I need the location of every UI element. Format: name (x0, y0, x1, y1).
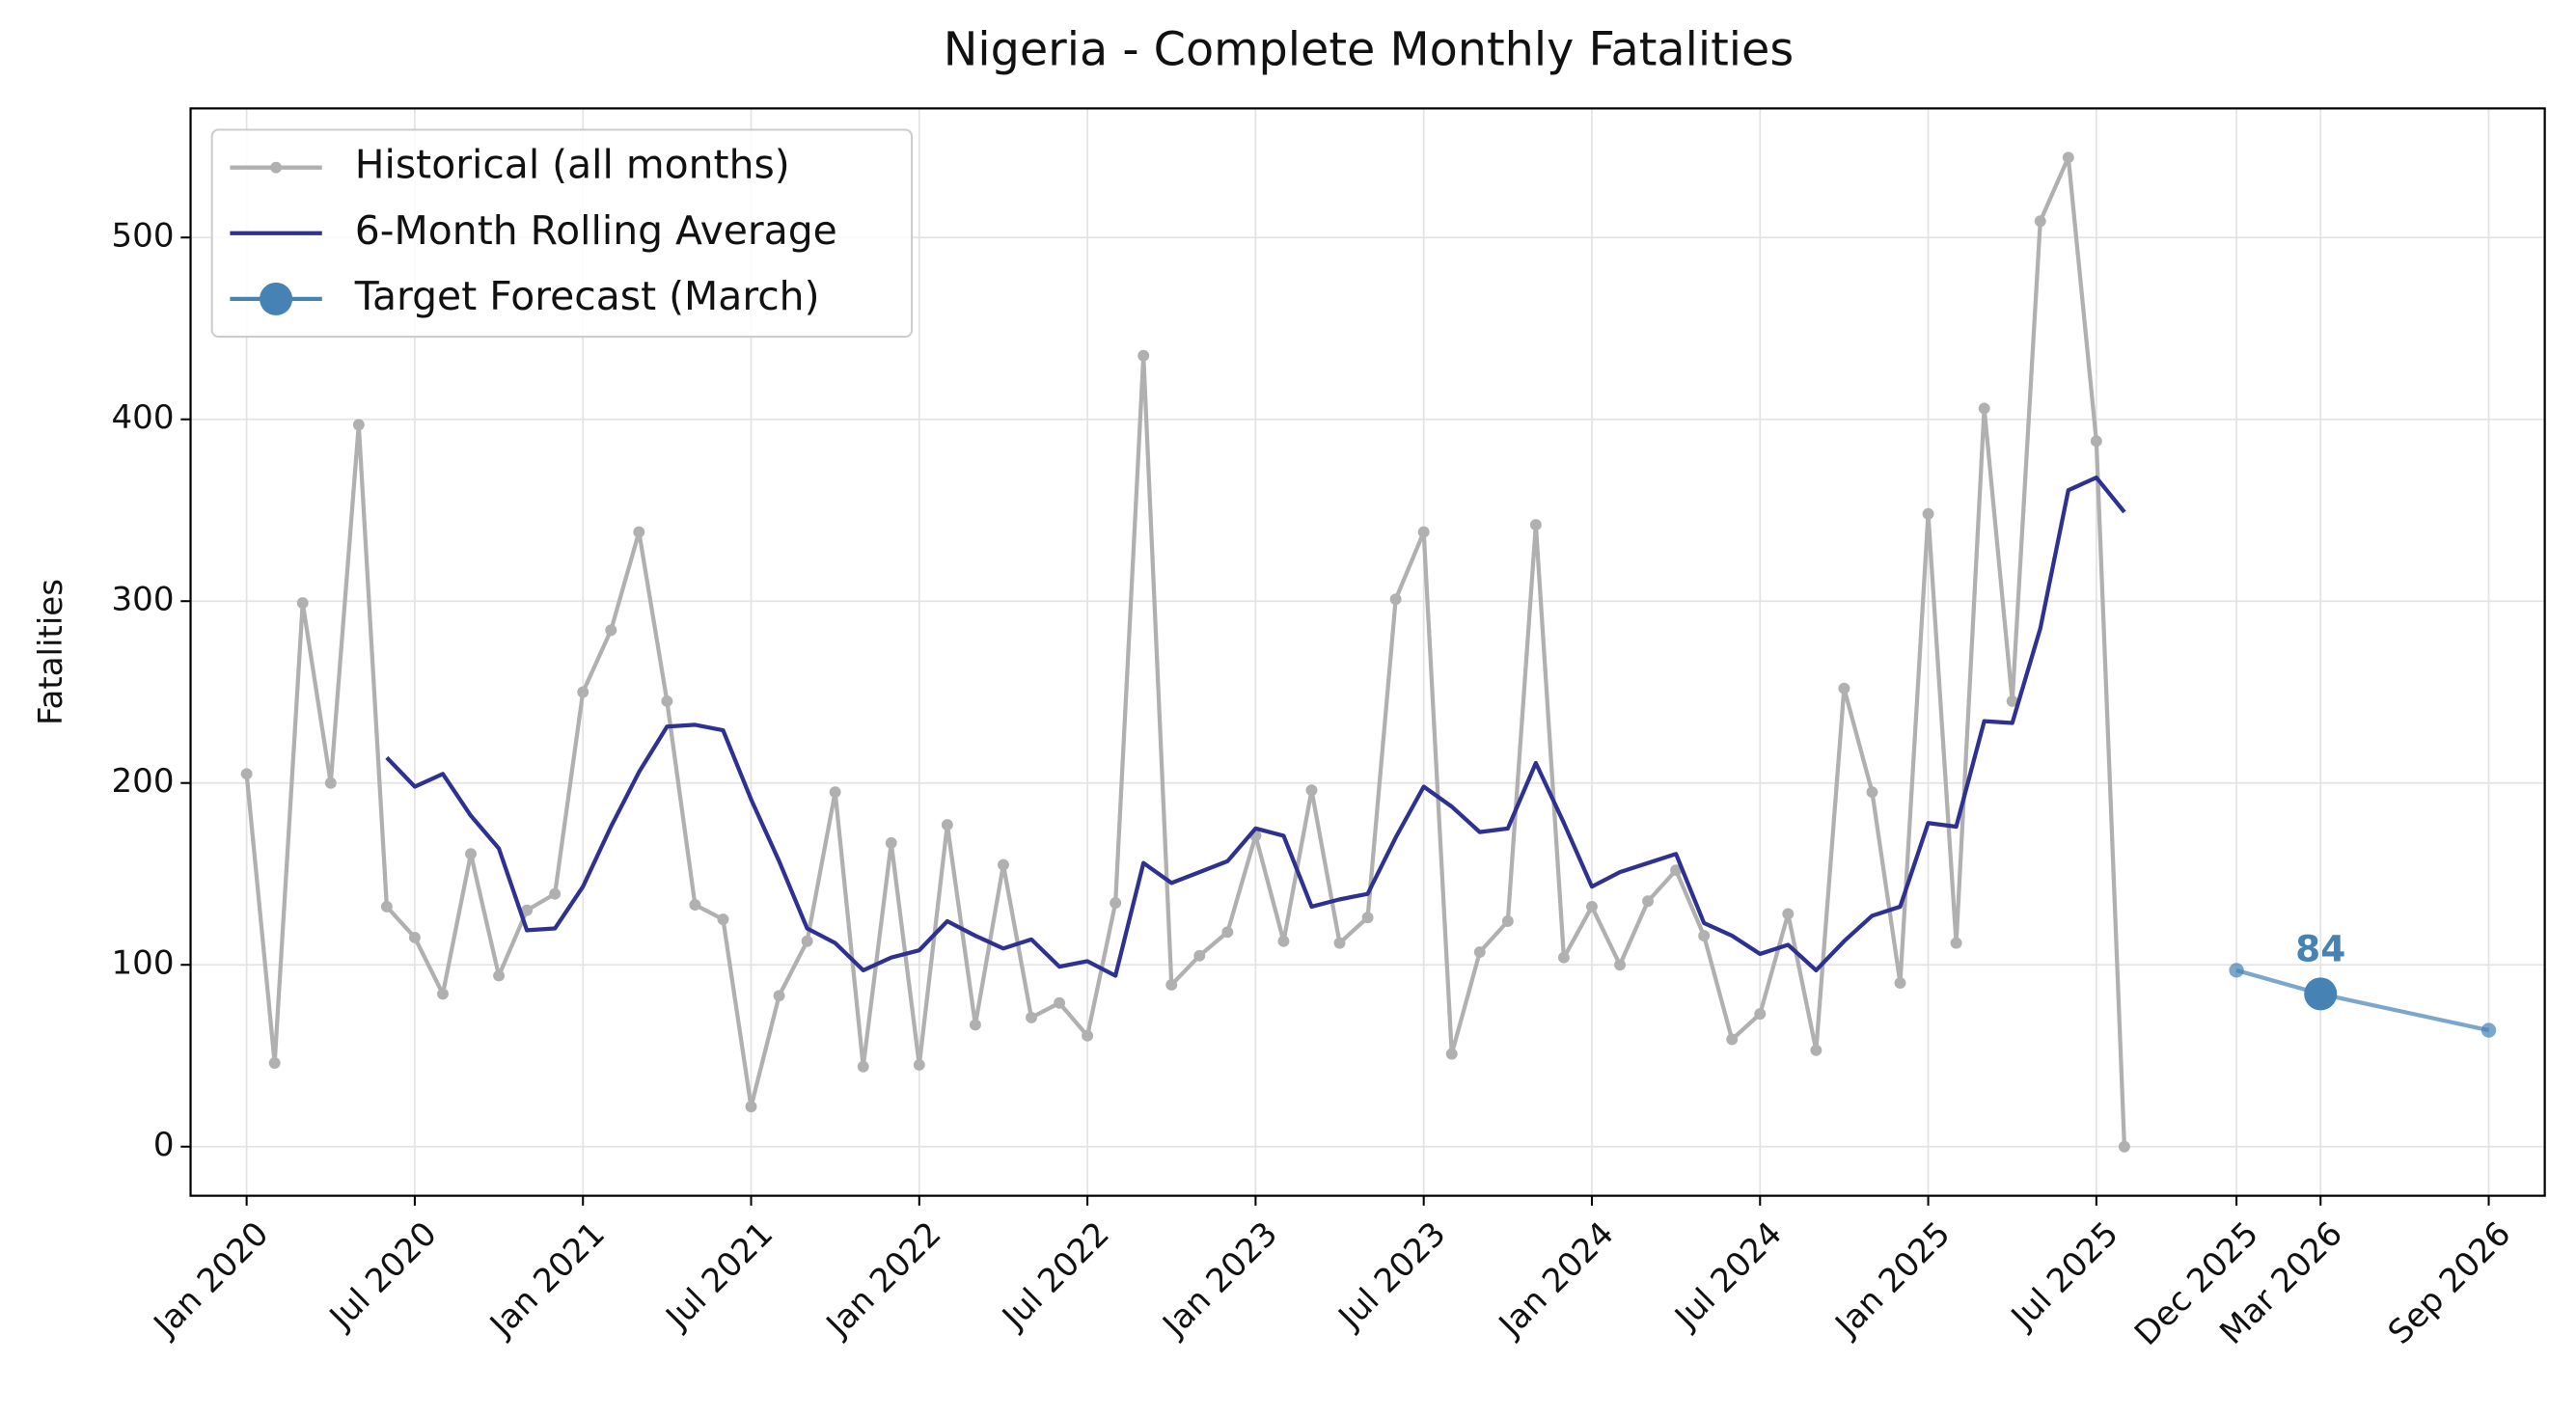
point-marker (465, 848, 477, 860)
point-marker (2006, 695, 2018, 707)
point-marker (2090, 435, 2102, 448)
point-marker (240, 768, 253, 780)
point-marker (1782, 908, 1795, 920)
point-marker (521, 904, 534, 916)
y-tick-label: 200 (112, 762, 175, 801)
point-marker (1501, 915, 1514, 927)
point-marker (857, 1060, 869, 1073)
point-marker (1529, 519, 1542, 531)
point-marker (2118, 1140, 2130, 1153)
point-marker (941, 819, 953, 831)
point-marker (1614, 959, 1626, 971)
y-tick-label: 300 (112, 581, 175, 619)
point-marker (745, 1101, 757, 1113)
data-label: 84 (2295, 928, 2345, 970)
point-marker (2062, 151, 2074, 164)
point-marker (1333, 937, 1346, 949)
point-marker (352, 419, 365, 431)
point-marker (1922, 507, 1934, 520)
point-marker (1110, 897, 1122, 910)
series-line (385, 475, 2126, 978)
legend: Historical (all months) 6-Month Rolling A… (210, 128, 914, 339)
point-marker (1754, 1008, 1767, 1021)
chart-title: Nigeria - Complete Monthly Fatalities (944, 23, 1794, 76)
point-marker (997, 858, 1009, 871)
point-marker (1165, 979, 1178, 991)
plot-frame (189, 107, 2546, 1197)
y-tick-label: 0 (153, 1126, 175, 1164)
point-marker (2480, 1022, 2497, 1038)
legend-marker (260, 282, 293, 315)
point-marker (1810, 1044, 1822, 1056)
point-marker (549, 887, 562, 900)
point-marker (913, 1058, 925, 1071)
point-marker (1361, 912, 1374, 924)
point-marker (1054, 996, 1066, 1009)
legend-marker (270, 161, 283, 174)
point-marker (296, 597, 309, 610)
point-marker (380, 900, 393, 913)
point-marker (885, 836, 897, 849)
point-marker (1726, 1033, 1739, 1046)
point-marker (829, 786, 841, 799)
point-marker (1277, 935, 1290, 947)
point-marker (1698, 930, 1711, 942)
point-marker (969, 1019, 981, 1031)
point-marker (1670, 864, 1683, 877)
point-marker (1642, 895, 1655, 908)
legend-box (210, 128, 914, 339)
point-marker (493, 969, 506, 982)
y-tick-label: 100 (112, 944, 175, 983)
point-marker (633, 526, 645, 538)
point-marker (1557, 951, 1570, 964)
point-marker (1193, 949, 1206, 962)
point-marker (1082, 1029, 1094, 1042)
point-marker (1894, 977, 1906, 990)
legend-label: 6-Month Rolling Average (355, 207, 837, 254)
point-marker (1445, 1048, 1458, 1060)
series-line (244, 155, 2127, 1147)
point-marker (1838, 682, 1850, 695)
point-marker (324, 777, 337, 789)
point-marker (773, 990, 785, 1002)
point-marker (2034, 215, 2046, 228)
point-marker (1221, 926, 1234, 939)
point-marker (1866, 786, 1878, 799)
point-marker (717, 913, 729, 926)
legend-label: Target Forecast (March) (354, 273, 820, 319)
point-marker (605, 624, 617, 637)
point-marker (1473, 946, 1486, 958)
point-marker (1389, 593, 1402, 606)
point-marker (1137, 349, 1150, 362)
point-marker (268, 1057, 281, 1069)
point-marker (689, 899, 701, 911)
y-axis-label: Fatalities (32, 579, 70, 725)
point-marker (1978, 402, 1990, 415)
target-marker (2304, 977, 2338, 1011)
point-marker (408, 931, 421, 943)
legend-label: Historical (all months) (355, 142, 790, 188)
point-marker (577, 686, 589, 698)
point-marker (1586, 900, 1598, 913)
point-marker (2229, 963, 2244, 978)
point-marker (1950, 937, 1962, 949)
point-marker (661, 695, 673, 707)
point-marker (1305, 784, 1318, 797)
y-tick-label: 400 (112, 398, 175, 437)
point-marker (437, 988, 449, 1000)
point-marker (1417, 526, 1430, 538)
point-marker (801, 935, 813, 947)
point-marker (1026, 1011, 1037, 1023)
y-tick-label: 500 (112, 217, 175, 256)
